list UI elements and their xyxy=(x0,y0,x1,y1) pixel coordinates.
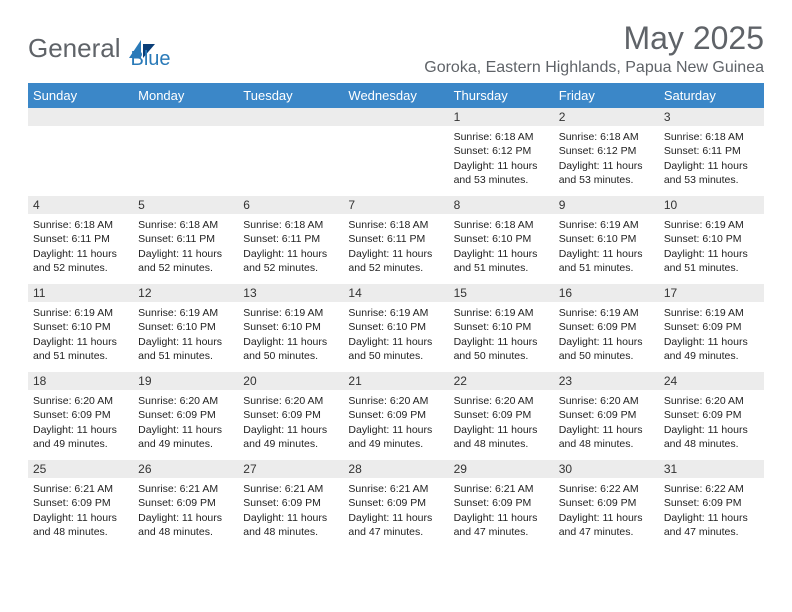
week-daynum-row: 45678910 xyxy=(28,196,764,214)
day-number: 26 xyxy=(133,460,238,478)
day-number xyxy=(343,108,448,126)
day-number: 4 xyxy=(28,196,133,214)
day-of-week-row: Sunday Monday Tuesday Wednesday Thursday… xyxy=(28,83,764,108)
header: General Blue May 2025 Goroka, Eastern Hi… xyxy=(28,20,764,77)
day-number: 19 xyxy=(133,372,238,390)
day-number xyxy=(133,108,238,126)
day-detail: Sunrise: 6:19 AM Sunset: 6:10 PM Dayligh… xyxy=(238,302,343,372)
day-detail: Sunrise: 6:20 AM Sunset: 6:09 PM Dayligh… xyxy=(238,390,343,460)
day-number: 22 xyxy=(449,372,554,390)
day-detail: Sunrise: 6:20 AM Sunset: 6:09 PM Dayligh… xyxy=(554,390,659,460)
week-daynum-row: 123 xyxy=(28,108,764,126)
day-detail: Sunrise: 6:22 AM Sunset: 6:09 PM Dayligh… xyxy=(659,478,764,548)
day-detail: Sunrise: 6:22 AM Sunset: 6:09 PM Dayligh… xyxy=(554,478,659,548)
day-number xyxy=(28,108,133,126)
location-subtitle: Goroka, Eastern Highlands, Papua New Gui… xyxy=(424,59,764,77)
month-title: May 2025 xyxy=(424,20,764,57)
week-data-row: Sunrise: 6:18 AM Sunset: 6:11 PM Dayligh… xyxy=(28,214,764,284)
day-number: 24 xyxy=(659,372,764,390)
day-detail: Sunrise: 6:18 AM Sunset: 6:10 PM Dayligh… xyxy=(449,214,554,284)
day-detail: Sunrise: 6:20 AM Sunset: 6:09 PM Dayligh… xyxy=(343,390,448,460)
day-detail: Sunrise: 6:19 AM Sunset: 6:09 PM Dayligh… xyxy=(554,302,659,372)
day-detail xyxy=(343,126,448,196)
day-detail: Sunrise: 6:19 AM Sunset: 6:10 PM Dayligh… xyxy=(554,214,659,284)
brand-word1: General xyxy=(28,33,121,64)
day-number: 16 xyxy=(554,284,659,302)
day-detail: Sunrise: 6:18 AM Sunset: 6:11 PM Dayligh… xyxy=(133,214,238,284)
day-detail xyxy=(238,126,343,196)
day-detail: Sunrise: 6:20 AM Sunset: 6:09 PM Dayligh… xyxy=(659,390,764,460)
day-number: 6 xyxy=(238,196,343,214)
week-data-row: Sunrise: 6:20 AM Sunset: 6:09 PM Dayligh… xyxy=(28,390,764,460)
day-detail: Sunrise: 6:19 AM Sunset: 6:10 PM Dayligh… xyxy=(659,214,764,284)
day-detail: Sunrise: 6:21 AM Sunset: 6:09 PM Dayligh… xyxy=(343,478,448,548)
day-number: 8 xyxy=(449,196,554,214)
week-daynum-row: 11121314151617 xyxy=(28,284,764,302)
day-number xyxy=(238,108,343,126)
day-number: 17 xyxy=(659,284,764,302)
dow-friday: Friday xyxy=(554,83,659,108)
day-detail: Sunrise: 6:18 AM Sunset: 6:11 PM Dayligh… xyxy=(28,214,133,284)
day-detail: Sunrise: 6:18 AM Sunset: 6:11 PM Dayligh… xyxy=(238,214,343,284)
day-number: 2 xyxy=(554,108,659,126)
day-number: 3 xyxy=(659,108,764,126)
day-detail: Sunrise: 6:18 AM Sunset: 6:12 PM Dayligh… xyxy=(449,126,554,196)
title-block: May 2025 Goroka, Eastern Highlands, Papu… xyxy=(424,20,764,77)
dow-saturday: Saturday xyxy=(659,83,764,108)
dow-tuesday: Tuesday xyxy=(238,83,343,108)
week-data-row: Sunrise: 6:19 AM Sunset: 6:10 PM Dayligh… xyxy=(28,302,764,372)
dow-wednesday: Wednesday xyxy=(343,83,448,108)
day-number: 12 xyxy=(133,284,238,302)
week-data-row: Sunrise: 6:21 AM Sunset: 6:09 PM Dayligh… xyxy=(28,478,764,548)
dow-thursday: Thursday xyxy=(449,83,554,108)
day-detail: Sunrise: 6:21 AM Sunset: 6:09 PM Dayligh… xyxy=(238,478,343,548)
day-number: 31 xyxy=(659,460,764,478)
day-detail: Sunrise: 6:18 AM Sunset: 6:12 PM Dayligh… xyxy=(554,126,659,196)
day-number: 29 xyxy=(449,460,554,478)
day-detail: Sunrise: 6:20 AM Sunset: 6:09 PM Dayligh… xyxy=(28,390,133,460)
brand-word2: Blue xyxy=(131,26,171,71)
day-number: 30 xyxy=(554,460,659,478)
day-number: 25 xyxy=(28,460,133,478)
week-daynum-row: 25262728293031 xyxy=(28,460,764,478)
day-number: 9 xyxy=(554,196,659,214)
day-number: 1 xyxy=(449,108,554,126)
day-number: 13 xyxy=(238,284,343,302)
day-detail: Sunrise: 6:20 AM Sunset: 6:09 PM Dayligh… xyxy=(449,390,554,460)
day-number: 27 xyxy=(238,460,343,478)
week-daynum-row: 18192021222324 xyxy=(28,372,764,390)
day-detail: Sunrise: 6:19 AM Sunset: 6:10 PM Dayligh… xyxy=(133,302,238,372)
day-number: 23 xyxy=(554,372,659,390)
day-number: 28 xyxy=(343,460,448,478)
day-number: 5 xyxy=(133,196,238,214)
week-data-row: Sunrise: 6:18 AM Sunset: 6:12 PM Dayligh… xyxy=(28,126,764,196)
day-number: 18 xyxy=(28,372,133,390)
day-number: 7 xyxy=(343,196,448,214)
day-number: 14 xyxy=(343,284,448,302)
day-detail: Sunrise: 6:19 AM Sunset: 6:09 PM Dayligh… xyxy=(659,302,764,372)
day-number: 15 xyxy=(449,284,554,302)
day-detail: Sunrise: 6:19 AM Sunset: 6:10 PM Dayligh… xyxy=(28,302,133,372)
day-detail xyxy=(133,126,238,196)
day-detail: Sunrise: 6:21 AM Sunset: 6:09 PM Dayligh… xyxy=(133,478,238,548)
day-number: 20 xyxy=(238,372,343,390)
day-detail: Sunrise: 6:19 AM Sunset: 6:10 PM Dayligh… xyxy=(449,302,554,372)
day-detail: Sunrise: 6:18 AM Sunset: 6:11 PM Dayligh… xyxy=(659,126,764,196)
dow-sunday: Sunday xyxy=(28,83,133,108)
day-detail: Sunrise: 6:18 AM Sunset: 6:11 PM Dayligh… xyxy=(343,214,448,284)
day-number: 11 xyxy=(28,284,133,302)
day-detail xyxy=(28,126,133,196)
brand-logo: General Blue xyxy=(28,20,171,71)
day-detail: Sunrise: 6:21 AM Sunset: 6:09 PM Dayligh… xyxy=(449,478,554,548)
day-number: 10 xyxy=(659,196,764,214)
calendar-table: Sunday Monday Tuesday Wednesday Thursday… xyxy=(28,83,764,548)
day-number: 21 xyxy=(343,372,448,390)
day-detail: Sunrise: 6:21 AM Sunset: 6:09 PM Dayligh… xyxy=(28,478,133,548)
day-detail: Sunrise: 6:20 AM Sunset: 6:09 PM Dayligh… xyxy=(133,390,238,460)
dow-monday: Monday xyxy=(133,83,238,108)
day-detail: Sunrise: 6:19 AM Sunset: 6:10 PM Dayligh… xyxy=(343,302,448,372)
